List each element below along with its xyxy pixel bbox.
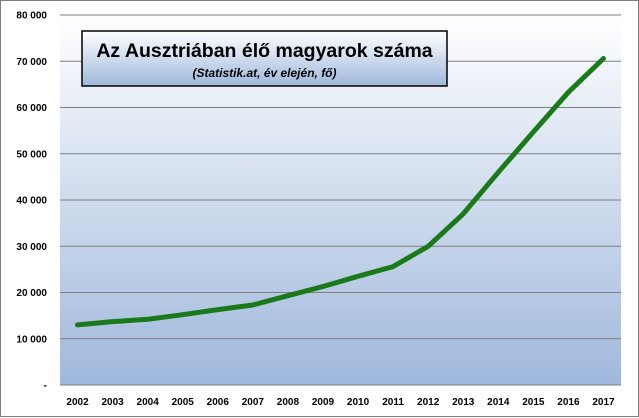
x-tick-label: 2004 bbox=[137, 397, 160, 408]
chart-subtitle: (Statistik.at, év elején, fő) bbox=[192, 66, 336, 80]
x-tick-label: 2016 bbox=[557, 397, 580, 408]
data-point bbox=[461, 211, 466, 217]
data-point bbox=[320, 284, 326, 289]
y-tick-label: 70 000 bbox=[16, 57, 47, 68]
x-axis-tick-labels: 2002 2003 2004 2005 2006 2007 2008 2009 2010 2011… bbox=[66, 397, 615, 408]
series-group bbox=[75, 56, 606, 328]
x-tick-label: 2013 bbox=[452, 397, 475, 408]
data-point bbox=[496, 170, 501, 175]
data-point bbox=[110, 319, 115, 324]
x-tick-label: 2010 bbox=[347, 397, 370, 408]
y-tick-label: 10 000 bbox=[16, 334, 47, 345]
data-point bbox=[355, 274, 361, 279]
x-tick-label: 2008 bbox=[277, 397, 300, 408]
data-point bbox=[425, 244, 431, 249]
data-point bbox=[180, 312, 185, 317]
y-tick-label: 60 000 bbox=[16, 103, 47, 114]
x-tick-label: 2006 bbox=[207, 397, 230, 408]
data-point bbox=[285, 293, 291, 298]
x-tick-label: 2012 bbox=[417, 397, 440, 408]
y-tick-label: 50 000 bbox=[16, 149, 47, 160]
x-tick-label: 2015 bbox=[522, 397, 545, 408]
y-tick-label: 20 000 bbox=[16, 288, 47, 299]
title-box-background bbox=[81, 30, 448, 87]
data-point bbox=[215, 307, 220, 312]
data-point bbox=[75, 322, 80, 328]
data-point bbox=[566, 90, 571, 95]
title-box: Az Ausztriában élő magyarok száma (Stati… bbox=[81, 30, 448, 87]
data-point bbox=[531, 129, 536, 135]
x-tick-label: 2014 bbox=[487, 397, 510, 408]
x-tick-label: 2002 bbox=[66, 397, 89, 408]
data-point bbox=[390, 264, 396, 269]
y-tick-label: 40 000 bbox=[16, 196, 47, 207]
x-tick-label: 2003 bbox=[101, 397, 124, 408]
y-axis-tick-labels: - 10 000 20 000 30 000 40 000 50 000 60 000 70 … bbox=[16, 11, 47, 392]
x-tick-label: 2011 bbox=[382, 397, 404, 408]
data-point bbox=[601, 56, 606, 61]
y-tick-label: 30 000 bbox=[16, 242, 47, 253]
series-line bbox=[75, 56, 606, 328]
chart-title: Az Ausztriában élő magyarok száma bbox=[96, 40, 432, 62]
x-tick-label: 2007 bbox=[242, 397, 265, 408]
data-point bbox=[250, 302, 256, 308]
x-tick-label: 2009 bbox=[312, 397, 335, 408]
data-point bbox=[145, 317, 150, 322]
x-tick-label: 2017 bbox=[592, 397, 615, 408]
y-tick-label: 80 000 bbox=[16, 11, 47, 22]
y-tick-label: - bbox=[44, 381, 47, 392]
x-tick-label: 2005 bbox=[172, 397, 195, 408]
